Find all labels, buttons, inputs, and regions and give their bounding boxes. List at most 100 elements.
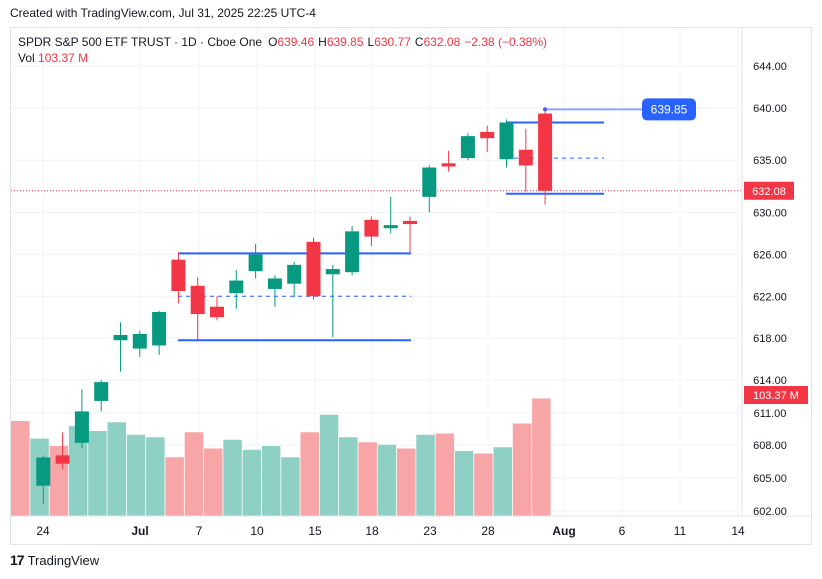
- candle-body-5: [132, 333, 147, 349]
- candle-10: [229, 270, 244, 309]
- volume-bar-9: [184, 432, 204, 516]
- volume-bar-8: [165, 457, 184, 516]
- volume-bar-14: [281, 457, 300, 516]
- volume-bar-4: [88, 431, 107, 516]
- candle-3: [94, 380, 109, 412]
- candle-body-2: [74, 411, 89, 443]
- price-tick-label: 640.00: [753, 103, 787, 115]
- open-value: 639.46: [277, 35, 315, 49]
- time-tick-label: Jul: [131, 524, 148, 538]
- price-tick-label: 626.00: [753, 249, 787, 261]
- volume-bar-3: [68, 426, 88, 516]
- volume-bar-13: [261, 446, 281, 516]
- candle-body-18: [383, 225, 398, 229]
- time-tick-label: 7: [196, 524, 203, 538]
- volume-bar-16: [319, 414, 339, 516]
- high-price-label: 639.85: [651, 102, 688, 116]
- high-price-label-box: [642, 98, 696, 121]
- volume-bar-0: [11, 421, 30, 516]
- time-tick-label: Aug: [552, 524, 575, 538]
- volume-bar-19: [377, 444, 397, 516]
- candle-body-15: [325, 269, 340, 275]
- time-tick-label: 11: [674, 524, 687, 538]
- candle-8: [190, 277, 205, 341]
- volume-bar-26: [512, 423, 532, 516]
- tradingview-logo-icon: 17: [10, 552, 25, 568]
- price-tick-label: 635.00: [753, 155, 787, 167]
- volume-bar-22: [435, 433, 455, 516]
- high-value: 639.85: [326, 35, 364, 49]
- candle-11: [248, 243, 263, 279]
- candle-body-10: [229, 280, 244, 294]
- volume-bar-11: [223, 439, 242, 516]
- volume-bar-18: [358, 442, 377, 516]
- volume-bar-12: [242, 449, 262, 516]
- candle-body-19: [403, 220, 417, 225]
- candle-body-7: [171, 259, 186, 292]
- brand-name: TradingView: [27, 552, 100, 568]
- volume-bar-6: [126, 434, 146, 516]
- tradingview-footer[interactable]: 17 TradingView: [10, 552, 99, 568]
- candle-body-23: [480, 131, 495, 139]
- candle-body-1: [55, 455, 70, 464]
- last-price-label: 632.08: [752, 186, 786, 198]
- time-tick-label: 14: [731, 524, 745, 538]
- time-tick-label: 15: [308, 524, 322, 538]
- candle-body-6: [152, 311, 167, 346]
- volume-label: 103.37 M: [753, 390, 799, 402]
- candle-body-13: [287, 264, 302, 284]
- volume-value: 103.37 M: [38, 51, 89, 65]
- volume-tick-label: 605.00: [753, 473, 787, 485]
- candle-7: [171, 252, 186, 304]
- chart-caption: Created with TradingView.com, Jul 31, 20…: [10, 6, 316, 20]
- candle-19: [403, 216, 417, 253]
- candle-26: [538, 109, 553, 205]
- candle-9: [210, 296, 224, 321]
- time-axis: 24 Jul 7 10 15 18 23 28 Aug 6 11 14: [36, 524, 745, 538]
- volume-bar-21: [416, 434, 435, 516]
- candle-body-9: [210, 306, 224, 318]
- candle-14: [306, 237, 321, 300]
- candle-body-24: [499, 122, 514, 160]
- volume-bar-10: [204, 448, 223, 516]
- candle-22: [460, 132, 475, 161]
- candle-4: [113, 322, 128, 372]
- time-tick-label: 6: [619, 524, 626, 538]
- candles: [36, 109, 553, 504]
- volume-bar-27: [532, 398, 551, 516]
- chart-frame: [10, 27, 812, 545]
- candle-body-12: [267, 278, 282, 289]
- volume-bar-15: [300, 432, 319, 516]
- volume-bar-17: [339, 437, 358, 516]
- time-tick-label: 23: [423, 524, 437, 538]
- volume-label-box: [744, 386, 808, 404]
- candle-1: [55, 432, 70, 469]
- candle-15: [325, 264, 340, 338]
- close-value: 632.08: [423, 35, 461, 49]
- volume-bar-23: [454, 451, 474, 516]
- candle-body-21: [441, 163, 456, 167]
- symbol-description[interactable]: SPDR S&P 500 ETF TRUST · 1D · Cboe One: [18, 35, 263, 49]
- price-tick-label: 618.00: [753, 333, 787, 345]
- candle-24: [499, 119, 514, 168]
- candle-body-25: [518, 149, 533, 166]
- volume-bar-25: [493, 447, 512, 516]
- low-value: 630.77: [374, 35, 411, 49]
- volume-bar-24: [474, 453, 493, 516]
- candle-body-17: [364, 219, 379, 237]
- candle-2: [74, 389, 89, 449]
- change-value: −2.38 (−0.38%): [464, 35, 548, 49]
- candle-17: [364, 216, 379, 247]
- time-tick-label: 24: [36, 524, 50, 538]
- price-axis: 644.00 640.00 635.00 630.00 626.00 622.00 618.…: [753, 61, 787, 387]
- candle-0: [36, 455, 51, 504]
- candle-20: [422, 165, 437, 213]
- time-tick-label: 28: [481, 524, 495, 538]
- volume-tick-label: 611.00: [754, 408, 787, 420]
- price-tick-label: 614.00: [753, 375, 787, 387]
- volume-tick-label: 608.00: [753, 440, 787, 452]
- time-tick-label: 18: [365, 524, 379, 538]
- chart-legend: SPDR S&P 500 ETF TRUST · 1D · Cboe One O6…: [18, 35, 548, 65]
- candle-body-11: [248, 254, 263, 272]
